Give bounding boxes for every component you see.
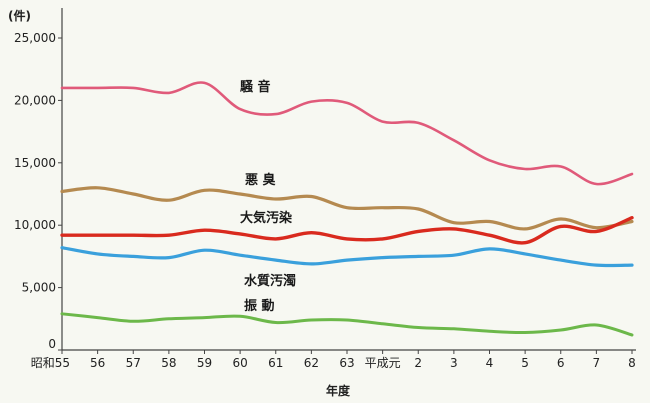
x-tick-label: 5 [521, 356, 529, 370]
x-tick-label: 昭和55 [31, 356, 70, 370]
x-tick-label: 平成元 [365, 356, 401, 370]
series-label-0: 騒 音 [239, 79, 271, 95]
y-tick-label: 15,000 [14, 156, 56, 170]
series-label-1: 悪 臭 [245, 172, 276, 188]
x-tick-label: 4 [486, 356, 494, 370]
x-tick-label: 58 [161, 356, 176, 370]
x-tick-label: 63 [339, 356, 354, 370]
x-tick-label: 6 [557, 356, 565, 370]
y-tick-label: 25,000 [14, 31, 56, 45]
y-axis-unit: (件) [8, 8, 31, 23]
series-line-3 [60, 246, 634, 268]
series-line-1 [60, 186, 634, 231]
x-tick-label: 8 [628, 356, 636, 370]
y-tick-label: 0 [48, 337, 56, 351]
axes [61, 8, 636, 351]
series-line-2 [60, 216, 634, 245]
x-tick-label: 59 [197, 356, 212, 370]
x-tick-label: 62 [304, 356, 319, 370]
y-tick-label: 20,000 [14, 93, 56, 107]
x-tick-label: 56 [90, 356, 105, 370]
x-tick-label: 57 [126, 356, 141, 370]
x-ticks: 昭和55 56 57 58 59 60 61 62 63 平成元 2 3 4 5 6 7 8 [31, 350, 636, 370]
series-line-4 [60, 312, 634, 337]
x-tick-label: 60 [232, 356, 247, 370]
x-tick-label: 2 [414, 356, 422, 370]
series-lines [60, 81, 634, 337]
x-axis-title: 年度 [326, 383, 351, 398]
series-line-0 [60, 81, 634, 186]
series-label-2: 大気汚染 [240, 210, 293, 226]
x-tick-label: 3 [450, 356, 458, 370]
y-ticks: 0 5,000 10,000 15,000 20,000 25,000 [14, 31, 62, 351]
series-label-3: 水質汚濁 [244, 273, 296, 289]
y-tick-label: 10,000 [14, 218, 56, 232]
series-label-4: 振 動 [244, 298, 275, 314]
x-tick-label: 61 [268, 356, 283, 370]
y-tick-label: 5,000 [22, 281, 56, 295]
x-tick-label: 7 [593, 356, 601, 370]
